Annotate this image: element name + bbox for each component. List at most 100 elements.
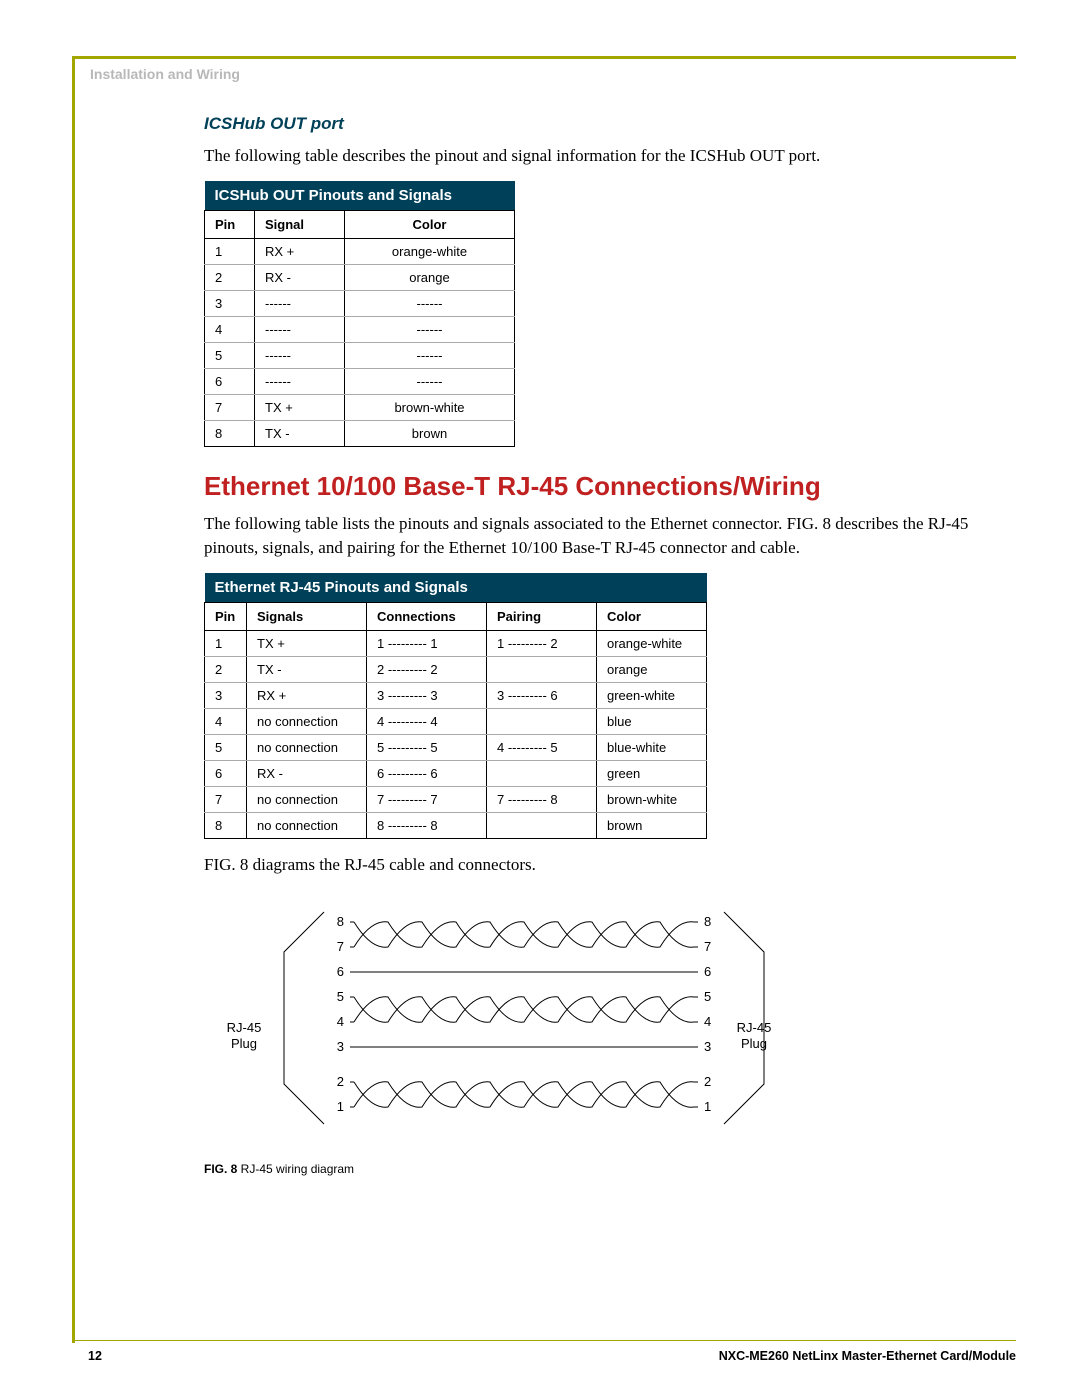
table-cell: 1 xyxy=(205,238,255,264)
table-cell: orange-white xyxy=(345,238,515,264)
svg-text:7: 7 xyxy=(704,939,711,954)
table-cell: green-white xyxy=(597,682,707,708)
table-row: 4------------ xyxy=(205,316,515,342)
svg-text:5: 5 xyxy=(704,989,711,1004)
svg-text:RJ-45: RJ-45 xyxy=(737,1020,772,1035)
table-cell: TX - xyxy=(255,420,345,446)
fig-caption-bold: FIG. 8 xyxy=(204,1162,237,1176)
icshub-out-table: ICSHub OUT Pinouts and SignalsPinSignalC… xyxy=(204,181,515,447)
table-cell: no connection xyxy=(247,812,367,838)
table-cell: no connection xyxy=(247,734,367,760)
section1-title: ICSHub OUT port xyxy=(204,114,994,134)
svg-text:2: 2 xyxy=(704,1074,711,1089)
table-cell xyxy=(487,708,597,734)
column-header: Pairing xyxy=(487,602,597,630)
table-row: 6------------ xyxy=(205,368,515,394)
table-cell: 2 xyxy=(205,264,255,290)
section2-intro: The following table lists the pinouts an… xyxy=(204,512,994,561)
table-cell: RX + xyxy=(255,238,345,264)
svg-text:6: 6 xyxy=(704,964,711,979)
table-cell: ------ xyxy=(345,368,515,394)
table-cell: 6 --------- 6 xyxy=(367,760,487,786)
table-cell: 7 --------- 8 xyxy=(487,786,597,812)
table-cell: 8 xyxy=(205,812,247,838)
table-cell: no connection xyxy=(247,786,367,812)
top-rule xyxy=(74,56,1016,59)
table-row: 2RX -orange xyxy=(205,264,515,290)
table-cell: orange-white xyxy=(597,630,707,656)
table-cell: 8 xyxy=(205,420,255,446)
svg-text:3: 3 xyxy=(704,1039,711,1054)
table-row: 1RX +orange-white xyxy=(205,238,515,264)
svg-text:2: 2 xyxy=(337,1074,344,1089)
ethernet-rj45-table: Ethernet RJ-45 Pinouts and SignalsPinSig… xyxy=(204,573,707,839)
table-row: 8TX -brown xyxy=(205,420,515,446)
table-title: Ethernet RJ-45 Pinouts and Signals xyxy=(205,573,707,603)
table-cell: brown xyxy=(345,420,515,446)
table-cell: ------ xyxy=(255,342,345,368)
table-row: 7TX +brown-white xyxy=(205,394,515,420)
table-cell: 5 --------- 5 xyxy=(367,734,487,760)
svg-text:RJ-45: RJ-45 xyxy=(227,1020,262,1035)
fig-caption: FIG. 8 RJ-45 wiring diagram xyxy=(204,1162,994,1176)
svg-text:1: 1 xyxy=(337,1099,344,1114)
svg-text:5: 5 xyxy=(337,989,344,1004)
svg-text:Plug: Plug xyxy=(231,1036,257,1051)
table-row: 8no connection8 --------- 8 brown xyxy=(205,812,707,838)
table-cell xyxy=(487,812,597,838)
table-cell: RX + xyxy=(247,682,367,708)
table-row: 5no connection5 --------- 54 --------- 5… xyxy=(205,734,707,760)
page-footer: 12 NXC-ME260 NetLinx Master-Ethernet Car… xyxy=(88,1349,1016,1363)
table-cell: RX - xyxy=(247,760,367,786)
table-cell: ------ xyxy=(255,316,345,342)
table-cell: ------ xyxy=(255,290,345,316)
table-cell: brown-white xyxy=(345,394,515,420)
column-header: Signal xyxy=(255,210,345,238)
rj45-diagram: RJ-45RJ-45PlugPlug8877665544332211 xyxy=(194,892,834,1152)
table-cell: blue xyxy=(597,708,707,734)
table-cell: ------ xyxy=(345,342,515,368)
table-cell: 4 --------- 5 xyxy=(487,734,597,760)
column-header: Connections xyxy=(367,602,487,630)
table-row: 3RX +3 --------- 33 --------- 6green-whi… xyxy=(205,682,707,708)
side-rule xyxy=(72,56,75,1343)
table-row: 2TX -2 --------- 2orange xyxy=(205,656,707,682)
svg-text:4: 4 xyxy=(337,1014,344,1029)
fig-caption-rest: RJ-45 wiring diagram xyxy=(237,1162,354,1176)
table-cell xyxy=(487,656,597,682)
table-title: ICSHub OUT Pinouts and Signals xyxy=(205,181,515,211)
table-cell: 5 xyxy=(205,342,255,368)
table-cell: 4 xyxy=(205,316,255,342)
table-cell: no connection xyxy=(247,708,367,734)
page-frame: Installation and Wiring ICSHub OUT port … xyxy=(68,42,1016,1357)
table-cell: 3 --------- 6 xyxy=(487,682,597,708)
table-cell: orange xyxy=(345,264,515,290)
table-cell: 2 xyxy=(205,656,247,682)
table-cell: 1 xyxy=(205,630,247,656)
svg-text:7: 7 xyxy=(337,939,344,954)
table-cell: 7 xyxy=(205,394,255,420)
table-cell: ------ xyxy=(345,290,515,316)
table-row: 6RX -6 --------- 6green xyxy=(205,760,707,786)
table-cell: 1 --------- 1 xyxy=(367,630,487,656)
svg-text:6: 6 xyxy=(337,964,344,979)
column-header: Pin xyxy=(205,210,255,238)
table-cell: TX + xyxy=(247,630,367,656)
table-cell: brown xyxy=(597,812,707,838)
section2-title: Ethernet 10/100 Base-T RJ-45 Connections… xyxy=(204,471,994,502)
table-cell: RX - xyxy=(255,264,345,290)
table-cell: TX - xyxy=(247,656,367,682)
table-cell xyxy=(487,760,597,786)
table-cell: 3 xyxy=(205,290,255,316)
table-cell: 7 --------- 7 xyxy=(367,786,487,812)
table-cell: 6 xyxy=(205,368,255,394)
table-cell: orange xyxy=(597,656,707,682)
svg-text:8: 8 xyxy=(337,914,344,929)
chapter-header: Installation and Wiring xyxy=(90,66,240,82)
table-cell: ------ xyxy=(345,316,515,342)
table-row: 3------------ xyxy=(205,290,515,316)
table-cell: brown-white xyxy=(597,786,707,812)
table-cell: 8 --------- 8 xyxy=(367,812,487,838)
svg-text:1: 1 xyxy=(704,1099,711,1114)
table-cell: 3 xyxy=(205,682,247,708)
